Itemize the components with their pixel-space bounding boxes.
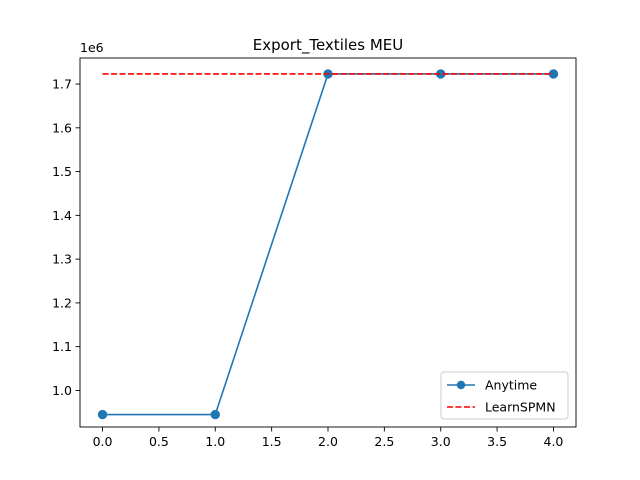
x-tick-label: 2.5	[374, 434, 394, 449]
data-point-anytime	[210, 409, 220, 420]
legend-label-learnspmn: LearnSPMN	[485, 400, 556, 415]
x-tick-label: 2.0	[318, 434, 338, 449]
axes: 0.0 0.5 1.0 1.5 2.0 2.5 3.0 3.5 4.0 1.0 1.1 1.2 1.3 1…	[52, 57, 577, 449]
x-tick-label: 3.5	[487, 434, 507, 449]
x-tick-label: 0.0	[93, 434, 113, 449]
x-tick-label: 3.0	[431, 434, 451, 449]
data-point-anytime	[97, 409, 108, 420]
x-tick-label: 4.0	[544, 434, 564, 449]
y-tick-label: 1.4	[52, 208, 72, 223]
x-tick-label: 1.5	[262, 434, 282, 449]
x-tick-label: 1.0	[205, 434, 225, 449]
y-offset-label: 1e6	[80, 40, 104, 55]
y-tick-label: 1.6	[52, 120, 72, 135]
chart-title: Export_Textiles MEU	[253, 36, 403, 55]
x-tick-label: 0.5	[149, 434, 169, 449]
y-tick-label: 1.7	[52, 77, 72, 92]
legend-label-anytime: Anytime	[485, 378, 537, 393]
y-tick-label: 1.2	[52, 295, 72, 310]
plot-area	[97, 69, 559, 420]
legend-marker-anytime	[456, 380, 466, 390]
y-tick-label: 1.0	[52, 383, 72, 398]
y-tick-label: 1.3	[52, 252, 72, 267]
y-tick-label: 1.1	[52, 339, 72, 354]
legend: Anytime LearnSPMN	[440, 371, 569, 420]
y-tick-label: 1.5	[52, 164, 72, 179]
